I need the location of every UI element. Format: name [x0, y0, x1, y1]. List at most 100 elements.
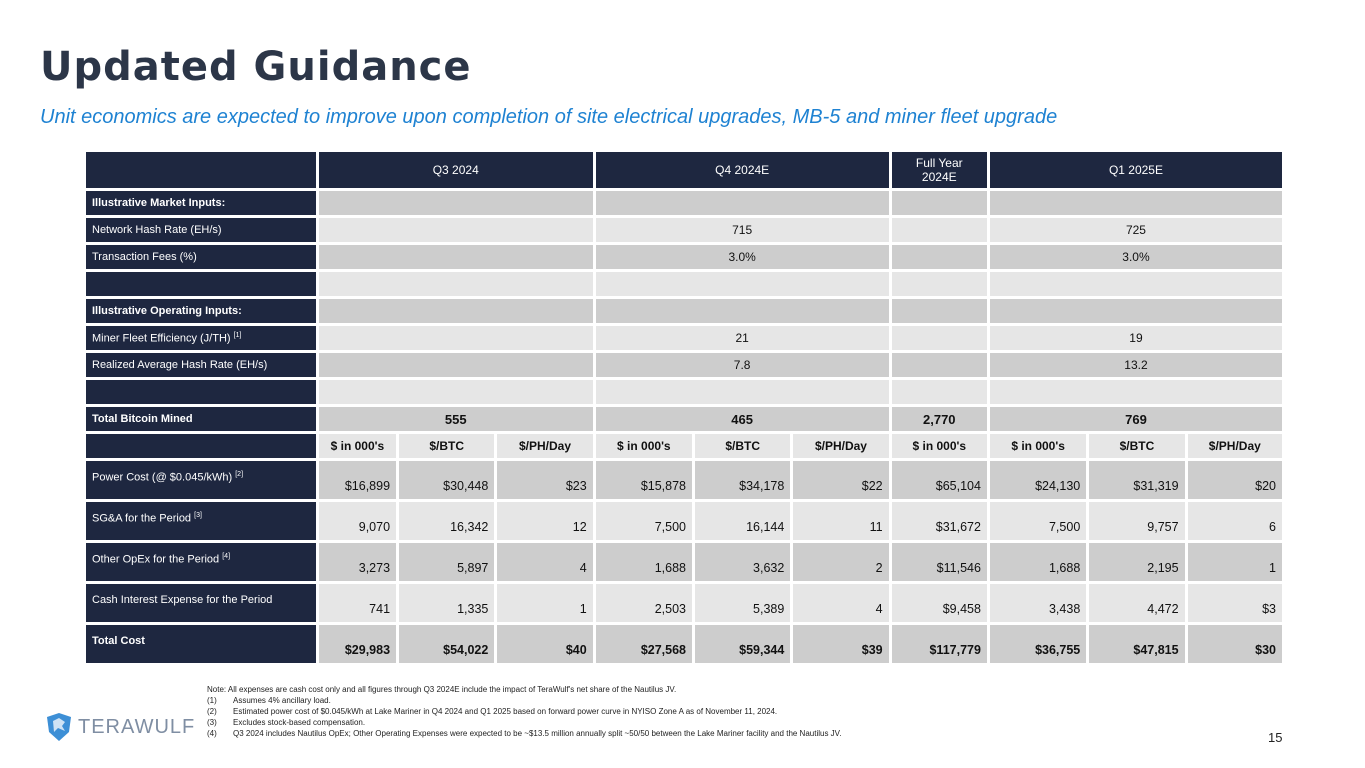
- row-label: Miner Fleet Efficiency (J/TH) [1]: [86, 326, 316, 350]
- input-row: Illustrative Operating Inputs:: [86, 299, 1282, 323]
- value-cell: 5,897: [399, 543, 495, 581]
- value-cell: 9,757: [1089, 502, 1185, 540]
- value-cell: 555: [318, 407, 593, 431]
- footnote: (1) Assumes 4% ancillary load.: [207, 695, 842, 706]
- value-cell: [595, 272, 889, 296]
- value-cell: $24,130: [989, 461, 1087, 499]
- subheader-cell: $ in 000's: [318, 434, 397, 458]
- value-cell: 1: [1187, 543, 1282, 581]
- row-label: Illustrative Operating Inputs:: [86, 299, 316, 323]
- footnote-text: Estimated power cost of $0.045/kWh at La…: [233, 707, 778, 716]
- row-label: [86, 380, 316, 404]
- value-cell: 19: [989, 326, 1282, 350]
- period-header: Q3 2024: [318, 152, 593, 188]
- value-cell: $3: [1187, 584, 1282, 622]
- footnote-ref: [1]: [233, 331, 242, 339]
- row-label-text: Illustrative Operating Inputs:: [92, 305, 242, 317]
- subheader-cell: $/BTC: [1089, 434, 1185, 458]
- row-label: Network Hash Rate (EH/s): [86, 218, 316, 242]
- input-row: [86, 272, 1282, 296]
- value-cell: 2: [793, 543, 889, 581]
- value-cell: 1: [497, 584, 593, 622]
- subheader-row: $ in 000's $/BTC $/PH/Day $ in 000's $/BTC $/…: [86, 434, 1282, 458]
- footnotes: Note: All expenses are cash cost only an…: [207, 684, 842, 739]
- row-label: Other OpEx for the Period [4]: [86, 543, 316, 581]
- footnote-text: Assumes 4% ancillary load.: [233, 696, 331, 705]
- value-cell: $20: [1187, 461, 1282, 499]
- value-cell: 6: [1187, 502, 1282, 540]
- value-cell: [318, 326, 593, 350]
- value-cell: [891, 299, 987, 323]
- value-cell: $23: [497, 461, 593, 499]
- value-cell: $36,755: [989, 625, 1087, 663]
- value-cell: 9,070: [318, 502, 397, 540]
- row-label-text: SG&A for the Period: [92, 512, 192, 525]
- row-label: Illustrative Market Inputs:: [86, 191, 316, 215]
- value-cell: [989, 380, 1282, 404]
- row-label: Total Bitcoin Mined: [86, 407, 316, 431]
- footnote-text: Excludes stock-based compensation.: [233, 718, 366, 727]
- value-cell: 715: [595, 218, 889, 242]
- value-cell: 741: [318, 584, 397, 622]
- header-corner: [86, 152, 316, 188]
- row-label-text: Illustrative Market Inputs:: [92, 197, 226, 209]
- page-number: 15: [1268, 730, 1283, 745]
- value-cell: $117,779: [891, 625, 987, 663]
- row-label-text: Miner Fleet Efficiency (J/TH): [92, 332, 231, 345]
- value-cell: $54,022: [399, 625, 495, 663]
- value-cell: $34,178: [695, 461, 791, 499]
- row-label-text: Other OpEx for the Period: [92, 553, 220, 566]
- value-cell: [318, 272, 593, 296]
- value-cell: $40: [497, 625, 593, 663]
- terawulf-logo: TERAWULF: [46, 712, 195, 742]
- value-cell: [891, 353, 987, 377]
- input-row: Transaction Fees (%) 3.0% 3.0%: [86, 245, 1282, 269]
- page-subtitle: Unit economics are expected to improve u…: [40, 106, 1058, 128]
- value-cell: $31,672: [891, 502, 987, 540]
- footnote-key: (1): [207, 696, 217, 705]
- subheader-cell: $/PH/Day: [1187, 434, 1282, 458]
- value-cell: 3.0%: [595, 245, 889, 269]
- input-row: Realized Average Hash Rate (EH/s) 7.8 13.2: [86, 353, 1282, 377]
- value-cell: $31,319: [1089, 461, 1185, 499]
- header-row: Q3 2024 Q4 2024E Full Year 2024E Q1 2025E: [86, 152, 1282, 188]
- cost-row: Other OpEx for the Period [4] 3,273 5,897 4…: [86, 543, 1282, 581]
- value-cell: 16,342: [399, 502, 495, 540]
- subheader-cell: $ in 000's: [891, 434, 987, 458]
- value-cell: [318, 299, 593, 323]
- footnote: (2) Estimated power cost of $0.045/kWh at…: [207, 706, 842, 717]
- cost-row: Power Cost (@ $0.045/kWh) [2] $16,899 $30,…: [86, 461, 1282, 499]
- value-cell: $16,899: [318, 461, 397, 499]
- value-cell: [318, 245, 593, 269]
- value-cell: 3,273: [318, 543, 397, 581]
- value-cell: 7,500: [595, 502, 692, 540]
- value-cell: $11,546: [891, 543, 987, 581]
- value-cell: [891, 272, 987, 296]
- value-cell: 4: [793, 584, 889, 622]
- value-cell: $30: [1187, 625, 1282, 663]
- row-label-text: Total Cost: [92, 635, 145, 647]
- cost-row: Cash Interest Expense for the Period 741 1…: [86, 584, 1282, 622]
- value-cell: $47,815: [1089, 625, 1185, 663]
- value-cell: $65,104: [891, 461, 987, 499]
- subheader-label: [86, 434, 316, 458]
- row-label: Total Cost: [86, 625, 316, 663]
- row-label: Cash Interest Expense for the Period: [86, 584, 316, 622]
- cost-row: SG&A for the Period [3] 9,070 16,342 12 7,50…: [86, 502, 1282, 540]
- subheader-cell: $ in 000's: [989, 434, 1087, 458]
- value-cell: 7,500: [989, 502, 1087, 540]
- value-cell: [318, 191, 593, 215]
- footnote-text: Q3 2024 includes Nautilus OpEx; Other Op…: [233, 729, 842, 738]
- value-cell: [595, 299, 889, 323]
- value-cell: 13.2: [989, 353, 1282, 377]
- value-cell: $27,568: [595, 625, 692, 663]
- value-cell: $15,878: [595, 461, 692, 499]
- value-cell: 769: [989, 407, 1282, 431]
- value-cell: [595, 191, 889, 215]
- row-label-text: Cash Interest Expense for the Period: [92, 594, 273, 606]
- value-cell: 1,688: [595, 543, 692, 581]
- value-cell: [989, 272, 1282, 296]
- period-header: Q1 2025E: [989, 152, 1282, 188]
- footnote-key: (4): [207, 729, 217, 738]
- value-cell: [891, 380, 987, 404]
